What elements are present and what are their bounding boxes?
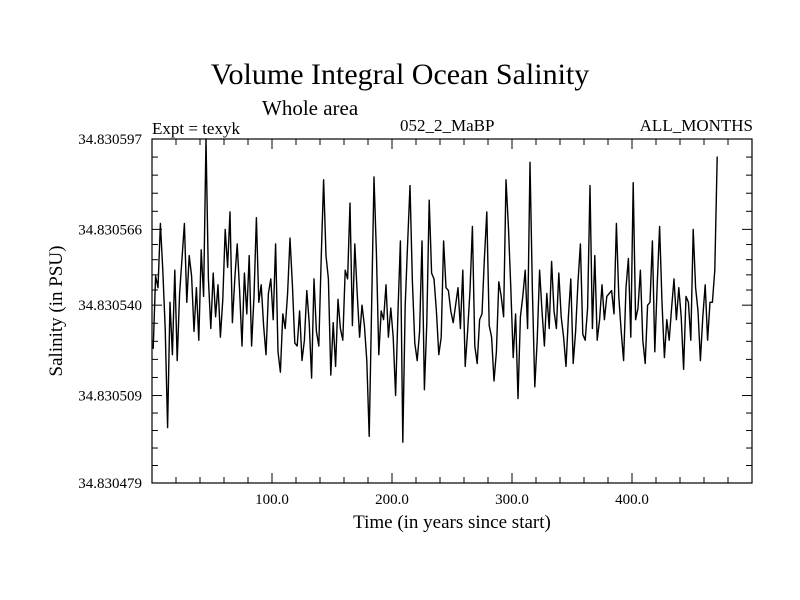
chart-title: Volume Integral Ocean Salinity [210, 58, 590, 91]
y-tick-label: 34.830509 [78, 389, 142, 405]
x-tick-label: 100.0 [255, 492, 289, 508]
x-tick-label: 400.0 [615, 492, 649, 508]
x-axis-label: Time (in years since start) [353, 512, 551, 533]
y-tick-label: 34.830597 [78, 132, 142, 148]
plot-frame [151, 138, 753, 484]
y-tick-label: 34.830479 [78, 476, 142, 492]
y-tick-label: 34.830540 [78, 298, 142, 314]
x-tick-label: 300.0 [495, 492, 529, 508]
salinity-series-line [152, 138, 718, 443]
y-axis-label: Salinity (in PSU) [46, 246, 67, 377]
chart-subtitle: Whole area [262, 96, 359, 120]
y-tick-label: 34.830566 [78, 222, 142, 238]
experiment-label: Expt = texyk [152, 119, 240, 138]
months-label: ALL_MONTHS [639, 116, 753, 135]
run-label: 052_2_MaBP [400, 116, 495, 135]
x-tick-label: 200.0 [375, 492, 409, 508]
